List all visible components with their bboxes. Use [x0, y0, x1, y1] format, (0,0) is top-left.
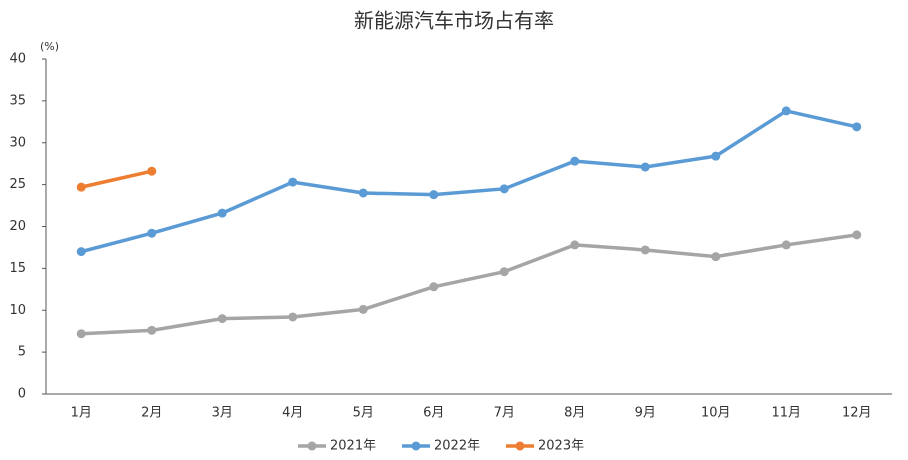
chart-title: 新能源汽车市场占有率 [354, 9, 554, 33]
point [147, 228, 157, 238]
point [570, 240, 580, 250]
x-tick-label: 6月 [423, 406, 444, 421]
y-tick-label: 10 [9, 303, 26, 318]
legend-label: 2023年 [538, 439, 584, 454]
x-tick-label: 10月 [701, 406, 731, 421]
point [852, 122, 862, 132]
y-tick-label: 30 [9, 135, 26, 150]
y-tick-label: 0 [18, 387, 26, 402]
series-line [80, 109, 858, 254]
point [147, 325, 157, 335]
point [499, 267, 509, 277]
point [217, 208, 227, 218]
x-tick-label: 11月 [771, 406, 801, 421]
x-tick-label: 12月 [842, 406, 872, 421]
point [711, 252, 721, 262]
legend-marker [307, 441, 317, 451]
point [358, 188, 368, 198]
y-tick-label: 15 [9, 261, 26, 276]
point [147, 166, 157, 176]
y-tick-label: 35 [9, 93, 26, 108]
point [781, 240, 791, 250]
x-tick-label: 1月 [71, 406, 92, 421]
legend-marker [411, 441, 421, 451]
legend-label: 2022年 [434, 439, 480, 454]
point [76, 329, 86, 339]
x-tick-label: 7月 [494, 406, 515, 421]
point [711, 151, 721, 161]
legend-marker [515, 441, 525, 451]
x-tick-label: 8月 [564, 406, 585, 421]
x-tick-label: 5月 [353, 406, 374, 421]
series-line [80, 169, 153, 189]
x-tick-label: 3月 [212, 406, 233, 421]
point [429, 282, 439, 292]
y-unit: (%) [40, 40, 59, 53]
point [76, 247, 86, 257]
point [358, 304, 368, 314]
point [499, 184, 509, 194]
point [640, 162, 650, 172]
series-line [81, 233, 857, 336]
point [570, 156, 580, 166]
point [429, 190, 439, 200]
y-tick-label: 40 [9, 52, 26, 67]
y-tick-label: 20 [9, 219, 26, 234]
point [76, 182, 86, 192]
point [217, 314, 227, 324]
point [288, 312, 298, 322]
x-tick-label: 9月 [635, 406, 656, 421]
x-tick-label: 2月 [141, 406, 162, 421]
y-tick-label: 25 [9, 177, 26, 192]
point [781, 106, 791, 116]
point [852, 230, 862, 240]
point [640, 245, 650, 255]
legend-label: 2021年 [330, 439, 376, 454]
y-tick-label: 5 [18, 345, 26, 360]
x-tick-label: 4月 [282, 406, 303, 421]
point [288, 177, 298, 187]
